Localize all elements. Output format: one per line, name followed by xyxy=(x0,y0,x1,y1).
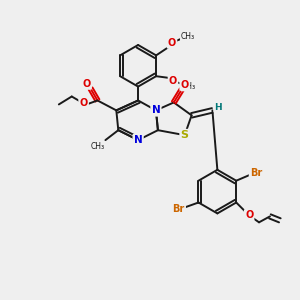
Text: N: N xyxy=(134,135,142,145)
Text: CH₃: CH₃ xyxy=(181,32,195,41)
Text: Br: Br xyxy=(250,168,262,178)
Text: O: O xyxy=(168,38,176,47)
Text: O: O xyxy=(80,98,88,108)
Text: O: O xyxy=(169,76,177,86)
Text: O: O xyxy=(82,79,91,88)
Text: O: O xyxy=(181,80,189,90)
Text: H: H xyxy=(214,103,222,112)
Text: CH₃: CH₃ xyxy=(182,82,196,91)
Text: O: O xyxy=(245,210,253,220)
Text: N: N xyxy=(152,105,160,116)
Text: Br: Br xyxy=(172,204,185,214)
Text: CH₃: CH₃ xyxy=(90,142,104,151)
Text: S: S xyxy=(181,130,189,140)
